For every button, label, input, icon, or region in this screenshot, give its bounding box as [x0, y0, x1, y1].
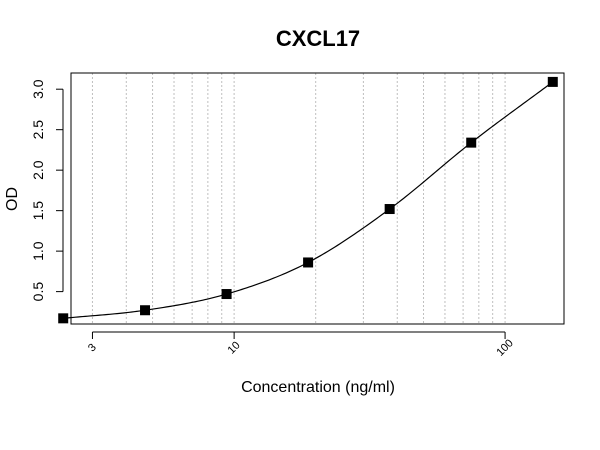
- y-tick-label: 1.5: [30, 201, 46, 221]
- data-point: [466, 137, 477, 148]
- x-tick-label: 3: [86, 342, 99, 355]
- y-axis: 0.5 1.0 1.5 2.0 2.5 3.0: [30, 79, 64, 302]
- y-tick-label: 2.5: [30, 120, 46, 140]
- x-axis-label: Concentration (ng/ml): [241, 379, 395, 396]
- y-tick-label: 0.5: [30, 282, 46, 302]
- chart-title: CXCL17: [276, 26, 360, 51]
- y-tick-label: 3.0: [30, 79, 46, 99]
- plot-frame: [70, 72, 565, 325]
- y-axis-label: OD: [4, 187, 21, 211]
- data-point: [384, 204, 395, 215]
- y-tick-label: 2.0: [30, 160, 46, 180]
- data-point: [58, 313, 69, 324]
- data-points: [58, 76, 558, 324]
- data-point: [547, 76, 558, 87]
- data-point: [140, 305, 151, 316]
- grid-lines: [91, 73, 506, 324]
- fit-curve: [63, 81, 554, 319]
- x-axis: 3 10 100: [86, 331, 516, 359]
- data-point: [303, 257, 314, 268]
- y-tick-label: 1.0: [30, 241, 46, 261]
- x-tick-label: 100: [494, 337, 515, 358]
- fit-curve-line: [63, 81, 554, 319]
- x-tick-label: 10: [226, 339, 243, 356]
- data-point: [221, 289, 232, 300]
